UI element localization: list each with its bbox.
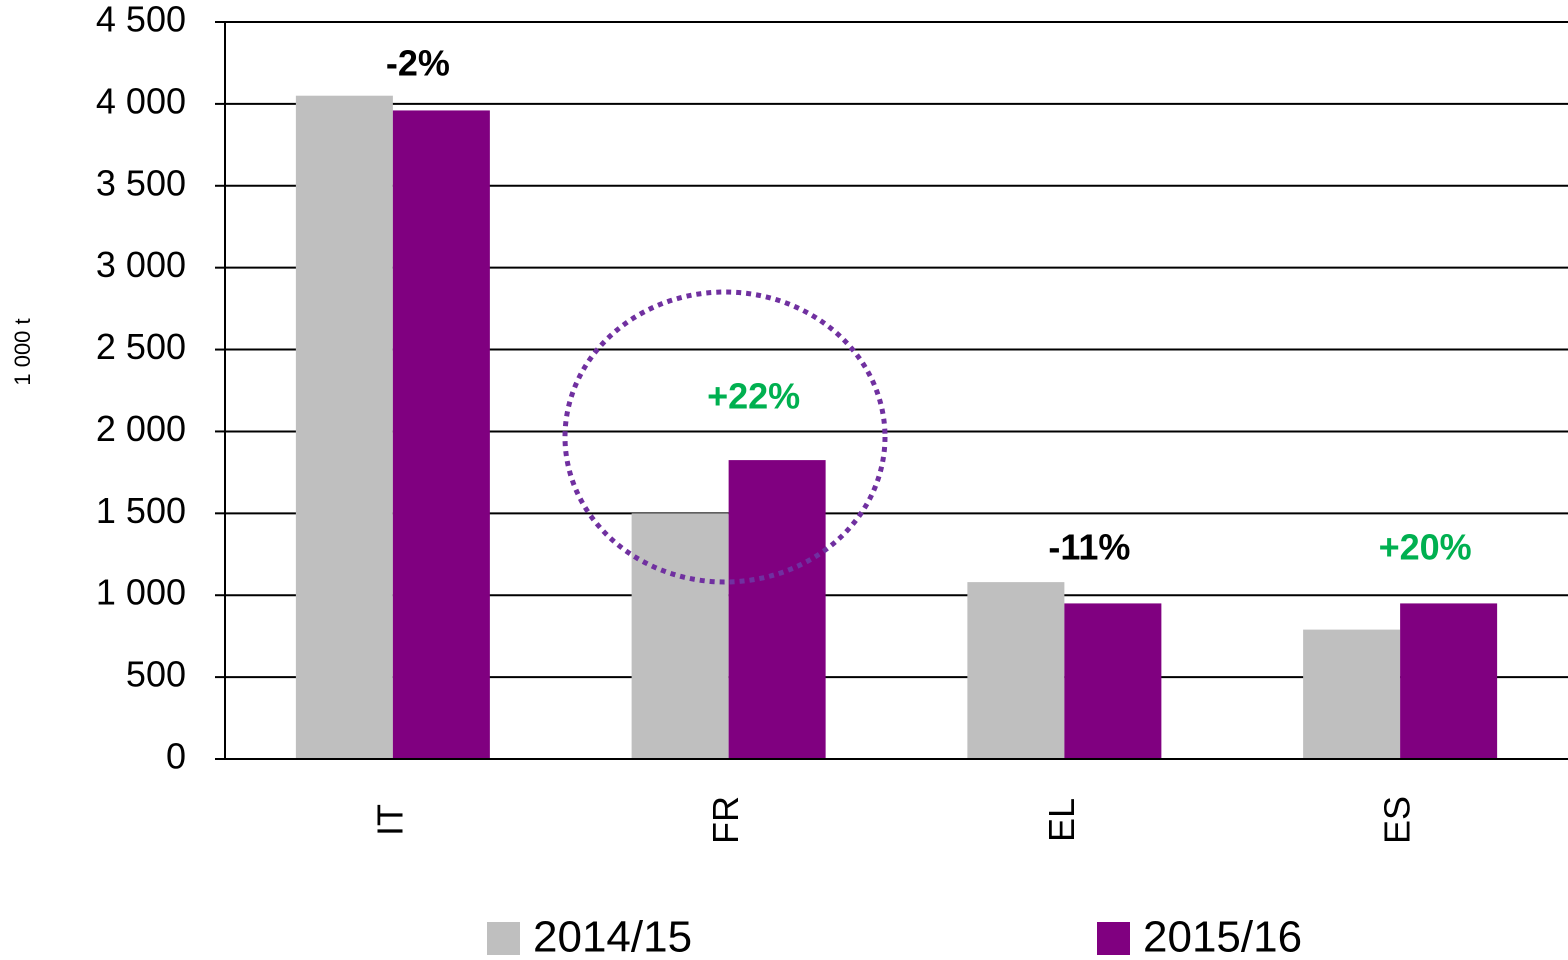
x-tick-label: FR	[705, 796, 746, 844]
x-tick-label: ES	[1377, 796, 1418, 844]
bar	[1303, 629, 1401, 759]
y-tick-label: 4 000	[96, 80, 186, 121]
y-tick-label: 4 500	[96, 0, 186, 40]
legend-label: 2015/16	[1143, 913, 1302, 960]
x-tick-label: IT	[369, 804, 410, 836]
annotation: +20%	[1379, 527, 1472, 568]
legend-label: 2014/15	[533, 913, 692, 960]
legend-swatch	[1097, 922, 1130, 955]
bar	[295, 95, 393, 759]
bar	[631, 513, 729, 759]
annotation: -2%	[386, 43, 450, 84]
y-tick-label: 1 500	[96, 490, 186, 531]
y-tick-label: 2 000	[96, 408, 186, 449]
y-tick-label: 2 500	[96, 326, 186, 367]
bar	[967, 582, 1065, 759]
legend-swatch	[487, 922, 520, 955]
y-tick-label: 3 500	[96, 162, 186, 203]
bar	[728, 460, 826, 759]
bar	[1400, 603, 1498, 759]
y-tick-label: 3 000	[96, 244, 186, 285]
y-tick-label: 1 000	[96, 572, 186, 613]
y-tick-label: 0	[166, 736, 186, 777]
bar	[392, 110, 490, 759]
highlight-circle	[562, 289, 888, 585]
annotation: +22%	[707, 376, 800, 417]
y-axis-label: 1 000 t	[10, 318, 35, 385]
bar	[1064, 603, 1162, 759]
x-tick-label: EL	[1041, 798, 1082, 842]
annotation: -11%	[1048, 527, 1130, 568]
y-tick-label: 500	[126, 654, 186, 695]
